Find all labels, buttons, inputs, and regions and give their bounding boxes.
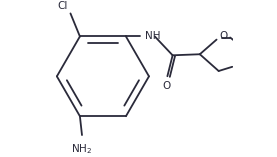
Text: NH$_2$: NH$_2$: [71, 142, 93, 156]
Text: O: O: [220, 31, 228, 41]
Text: NH: NH: [145, 31, 160, 41]
Text: O: O: [162, 81, 170, 91]
Text: Cl: Cl: [57, 1, 67, 11]
